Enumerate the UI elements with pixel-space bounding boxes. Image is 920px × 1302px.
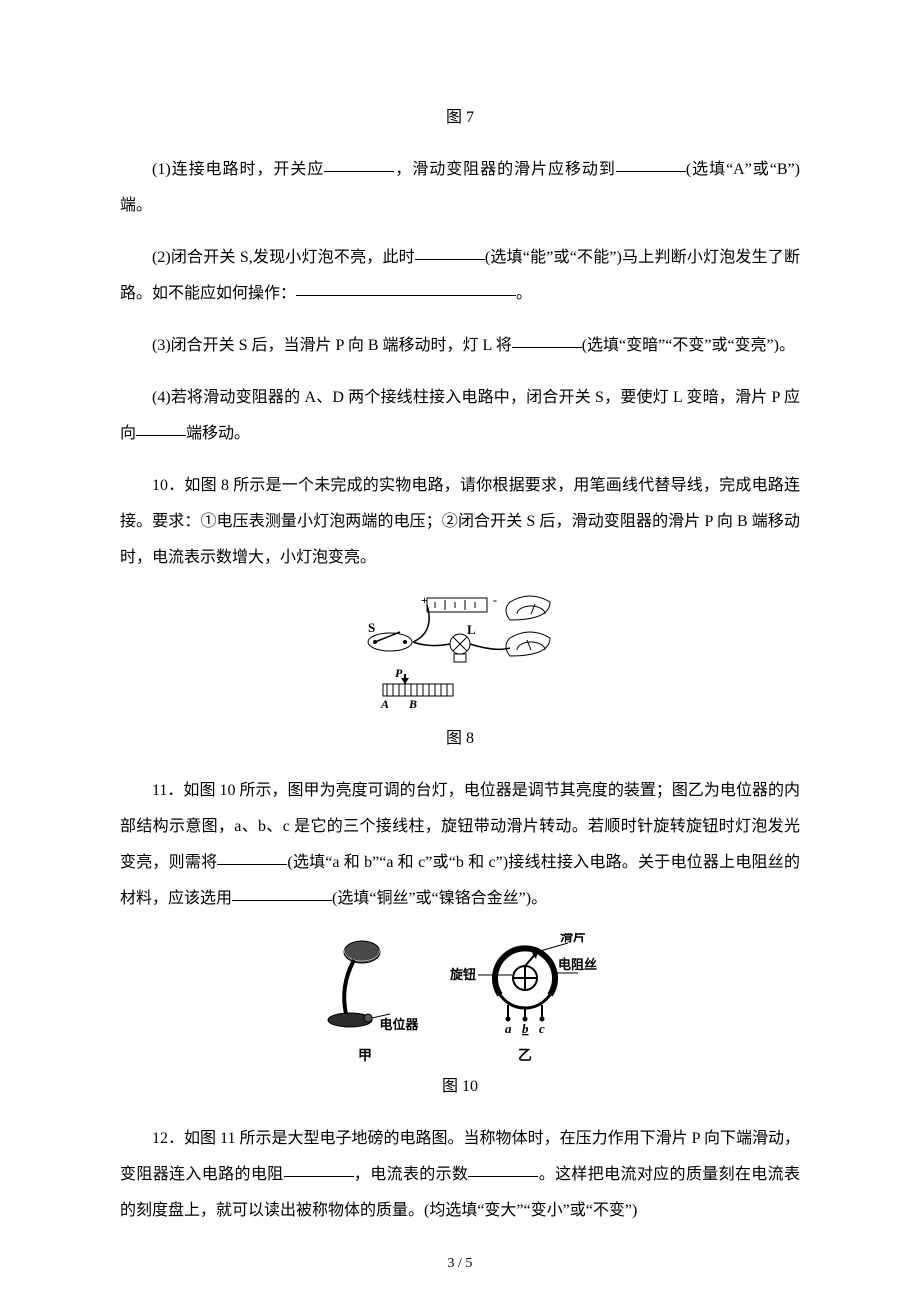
page: 图 7 (1)连接电路时，开关应，滑动变阻器的滑片应移动到(选填“A”或“B”)… xyxy=(0,0,920,1302)
figure10: 电位器 甲 xyxy=(120,933,800,1065)
blank-q12-2 xyxy=(468,1160,538,1177)
page-number: 3 / 5 xyxy=(0,1256,920,1272)
blank-q9-3a xyxy=(512,331,582,348)
blank-q9-4a xyxy=(136,419,186,436)
blank-q9-1a xyxy=(324,155,394,172)
q9-1a: (1)连接电路时，开关应 xyxy=(152,161,324,178)
q9-4b: 端移动。 xyxy=(186,425,250,442)
figure10-lamp: 电位器 甲 xyxy=(320,936,410,1065)
blank-q9-2a xyxy=(415,243,485,260)
q9-1b: ，滑动变阻器的滑片应移动到 xyxy=(394,161,616,178)
pot-knob-label: 旋钮 xyxy=(450,967,476,982)
q9-3a: (3)闭合开关 S 后，当滑片 P 向 B 端移动时，灯 L 将 xyxy=(152,337,512,354)
blank-q9-1b xyxy=(616,155,686,172)
bulb-l-label: L xyxy=(467,622,476,637)
q11-3: (选填“铜丝”或“镍铬合金丝”)。 xyxy=(332,890,547,907)
figure10-potentiometer: a b c 旋钮 滑片 电阻丝 乙 xyxy=(450,933,600,1065)
q9-part2: (2)闭合开关 S,发现小灯泡不亮，此时(选填“能”或“不能”)马上判断小灯泡发… xyxy=(120,240,800,312)
battery-plus: + xyxy=(421,593,428,607)
figure8: + - S L xyxy=(120,592,800,717)
blank-q11-1 xyxy=(217,848,287,865)
q9-2c: 。 xyxy=(516,285,532,302)
q9-part4: (4)若将滑动变阻器的 A、D 两个接线柱接入电路中，闭合开关 S，要使灯 L … xyxy=(120,380,800,452)
q12-2: ，电流表的示数 xyxy=(354,1166,469,1183)
slider-p-label: P xyxy=(395,666,403,680)
q9-part3: (3)闭合开关 S 后，当滑片 P 向 B 端移动时，灯 L 将 (选填“变暗”“… xyxy=(120,328,800,364)
battery-minus: - xyxy=(493,593,497,607)
potentiometer-svg: a b c 旋钮 滑片 电阻丝 xyxy=(450,933,600,1043)
q11-text: 11．如图 10 所示，图甲为亮度可调的台灯，电位器是调节其亮度的装置；图乙为电… xyxy=(120,773,800,917)
blank-q9-2b xyxy=(296,279,516,296)
blank-q11-2 xyxy=(232,884,332,901)
switch-s-label: S xyxy=(368,620,375,635)
lamp-sub-label: 甲 xyxy=(358,1045,372,1065)
pot-sub-label: 乙 xyxy=(518,1045,532,1065)
pot-a-label: a xyxy=(505,1021,512,1036)
q10-text: 10．如图 8 所示是一个未完成的实物电路，请你根据要求，用笔画线代替导线，完成… xyxy=(120,468,800,576)
q9-3b: (选填“变暗”“不变”或“变亮”)。 xyxy=(582,337,795,354)
figure10-caption: 图 10 xyxy=(120,1069,800,1105)
figure7-caption: 图 7 xyxy=(120,100,800,136)
lamp-pot-label: 电位器 xyxy=(379,1014,418,1033)
circuit-figure8-svg: + - S L xyxy=(345,592,575,712)
q12-text: 12．如图 11 所示是大型电子地磅的电路图。当称物体时，在压力作用下滑片 P … xyxy=(120,1121,800,1229)
pot-c-label: c xyxy=(539,1021,545,1036)
figure8-caption: 图 8 xyxy=(120,721,800,757)
q9-2a: (2)闭合开关 S,发现小灯泡不亮，此时 xyxy=(152,249,415,266)
blank-q12-1 xyxy=(284,1160,354,1177)
pot-res-label: 电阻丝 xyxy=(558,957,597,972)
terminal-a-label: A xyxy=(380,697,389,711)
pot-wiper-label: 滑片 xyxy=(560,933,586,944)
terminal-b-label: B xyxy=(408,697,417,711)
q9-part1: (1)连接电路时，开关应，滑动变阻器的滑片应移动到(选填“A”或“B”)端。 xyxy=(120,152,800,224)
pot-b-label: b xyxy=(522,1021,529,1036)
